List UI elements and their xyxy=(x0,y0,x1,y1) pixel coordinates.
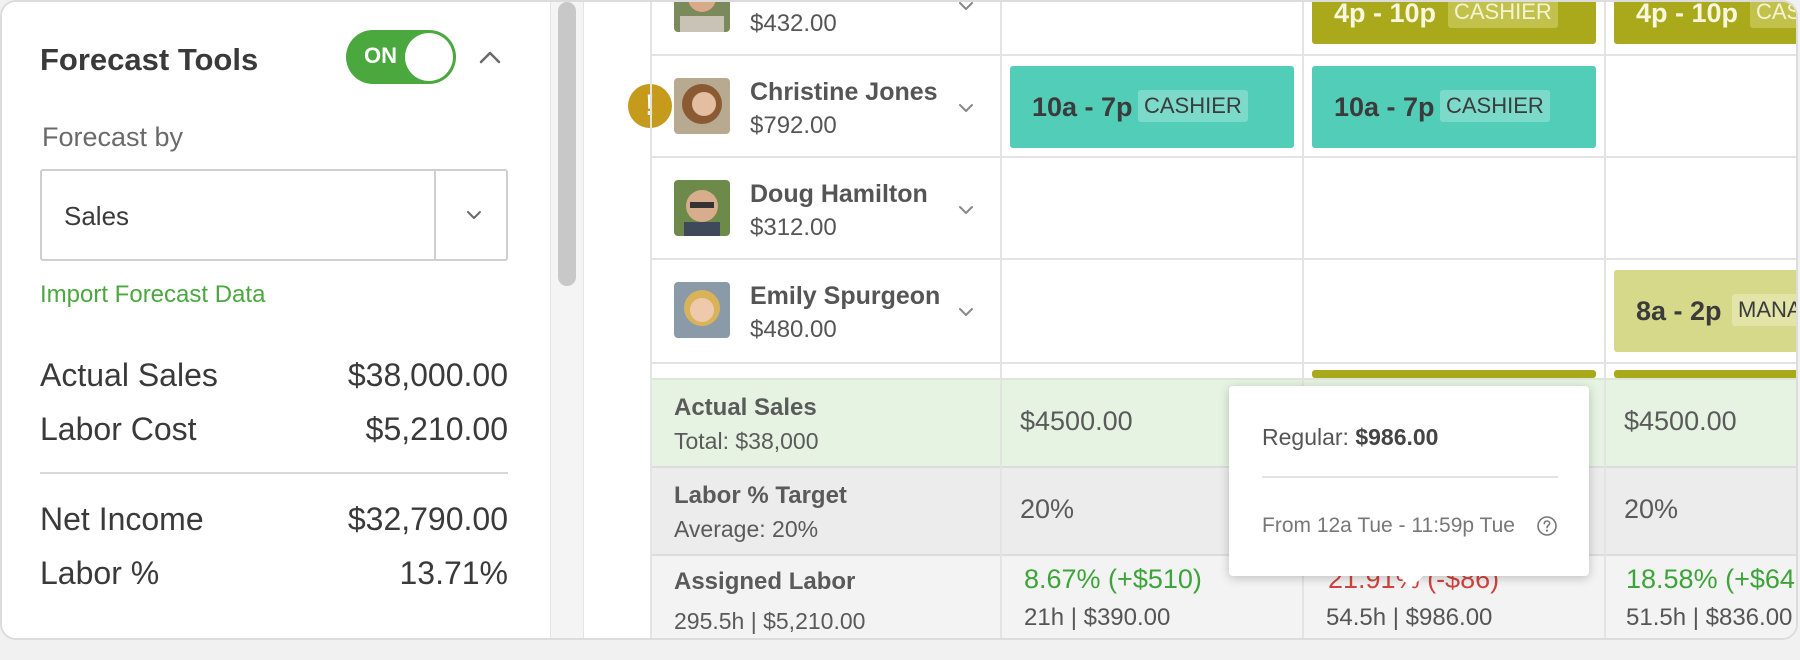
stat-label: Labor % xyxy=(40,555,160,591)
shift-time: 10a - 7p xyxy=(1032,92,1133,122)
sales-value[interactable]: $4500.00 xyxy=(1020,406,1133,436)
labor-target-label: Labor % Target xyxy=(674,482,847,509)
schedule-grid: $432.00 4p - 10p CASHIER 4p - 10p CAS ! … xyxy=(584,2,1796,638)
shift-time: 4p - 10p xyxy=(1334,2,1437,28)
assigned-labor-hours: 21h | $390.00 xyxy=(1024,604,1171,631)
grid-line xyxy=(652,156,1796,158)
shift-role: CASHIER xyxy=(1440,90,1550,122)
grid-line xyxy=(1000,378,1002,638)
help-icon[interactable] xyxy=(1536,515,1558,537)
tooltip-regular-label: Regular: xyxy=(1262,424,1349,450)
tooltip-range: From 12a Tue - 11:59p Tue xyxy=(1262,514,1515,537)
stat-label: Actual Sales xyxy=(40,357,218,393)
stat-value: $32,790.00 xyxy=(347,501,508,537)
shift-block[interactable]: 8a - 2p MANA xyxy=(1614,270,1796,352)
shift-role: CASHIER xyxy=(1448,2,1558,28)
shift-role: MANA xyxy=(1732,294,1796,326)
tooltip-regular-value: $986.00 xyxy=(1355,424,1439,450)
employee-pay: $312.00 xyxy=(750,214,837,241)
assigned-labor-hours: 54.5h | $986.00 xyxy=(1326,604,1493,631)
stats-divider xyxy=(40,472,508,474)
avatar[interactable] xyxy=(674,180,730,236)
employee-pay: $792.00 xyxy=(750,112,837,139)
chevron-down-icon[interactable] xyxy=(954,2,978,18)
employee-name[interactable]: Christine Jones xyxy=(750,78,938,106)
shift-time: 8a - 2p xyxy=(1636,296,1722,326)
select-divider xyxy=(434,171,436,259)
grid-line xyxy=(1302,2,1304,638)
chevron-down-icon[interactable] xyxy=(954,96,978,120)
actual-sales-label: Actual Sales xyxy=(674,394,817,421)
tooltip-divider xyxy=(1262,476,1558,478)
assigned-labor-label: Assigned Labor xyxy=(674,568,856,595)
shift-time: 10a - 7p xyxy=(1334,92,1435,122)
shift-block[interactable] xyxy=(1614,370,1796,378)
forecast-by-label: Forecast by xyxy=(42,122,184,152)
forecast-by-value: Sales xyxy=(64,201,130,231)
grid-line xyxy=(1000,2,1002,638)
avatar[interactable] xyxy=(674,78,730,134)
employee-pay: $432.00 xyxy=(750,10,837,37)
employee-pay: $480.00 xyxy=(750,316,837,343)
shift-role: CASHIER xyxy=(1138,90,1248,122)
assigned-labor-hours: 51.5h | $836.00 xyxy=(1626,604,1793,631)
shift-block[interactable]: 4p - 10p CASHIER xyxy=(1312,2,1596,44)
avatar[interactable] xyxy=(674,282,730,338)
chevron-down-icon[interactable] xyxy=(954,198,978,222)
scrollbar-thumb[interactable] xyxy=(558,2,576,286)
stat-value: $5,210.00 xyxy=(365,411,508,447)
toggle-label: ON xyxy=(364,43,397,68)
forecast-tools-title: Forecast Tools xyxy=(40,42,259,77)
scheduler-window: Forecast Tools ON Forecast by Sales Impo… xyxy=(0,0,1798,640)
stat-value: $38,000.00 xyxy=(347,357,508,393)
stat-label: Labor Cost xyxy=(40,411,197,447)
grid-line xyxy=(650,2,652,638)
forecast-tools-panel: Forecast Tools ON Forecast by Sales Impo… xyxy=(2,2,550,638)
tooltip-regular: Regular: $986.00 xyxy=(1262,424,1438,451)
sales-value[interactable]: $4500.00 xyxy=(1624,406,1737,436)
assigned-labor-percent: 18.58% (+$64 xyxy=(1626,564,1795,594)
labor-tooltip: Regular: $986.00 From 12a Tue - 11:59p T… xyxy=(1229,386,1589,588)
chevron-down-icon[interactable] xyxy=(460,201,488,229)
shift-block[interactable]: 10a - 7p CASHIER xyxy=(1312,66,1596,148)
stat-labor-percent: Labor % 13.71% xyxy=(40,555,508,595)
grid-line xyxy=(652,54,1796,56)
labor-target-value[interactable]: 20% xyxy=(1020,494,1075,524)
shift-block[interactable]: 4p - 10p CAS xyxy=(1614,2,1796,44)
stat-labor-cost: Labor Cost $5,210.00 xyxy=(40,411,508,451)
panel-scrollbar[interactable] xyxy=(550,2,584,638)
shift-time: 4p - 10p xyxy=(1636,2,1739,28)
shift-block[interactable]: 10a - 7p CASHIER xyxy=(1010,66,1294,148)
labor-target-value[interactable]: 20% xyxy=(1624,494,1679,524)
shift-role: CAS xyxy=(1750,2,1796,28)
grid-line xyxy=(1604,378,1606,638)
import-forecast-link[interactable]: Import Forecast Data xyxy=(40,281,266,308)
chevron-up-icon[interactable] xyxy=(476,44,504,72)
stat-value: 13.71% xyxy=(399,555,508,591)
forecast-toggle[interactable]: ON xyxy=(346,30,456,84)
employee-name[interactable]: Emily Spurgeon xyxy=(750,282,941,310)
grid-line xyxy=(652,258,1796,260)
assigned-labor-total: 295.5h | $5,210.00 xyxy=(674,608,866,634)
grid-line xyxy=(1604,2,1606,638)
stat-actual-sales: Actual Sales $38,000.00 xyxy=(40,357,508,397)
shift-block[interactable] xyxy=(1312,370,1596,378)
actual-sales-total: Total: $38,000 xyxy=(674,428,819,454)
grid-line xyxy=(652,362,1796,364)
forecast-by-select[interactable]: Sales xyxy=(40,169,508,261)
toggle-knob xyxy=(405,33,453,81)
assigned-labor-percent: 8.67% (+$510) xyxy=(1024,564,1202,594)
stat-net-income: Net Income $32,790.00 xyxy=(40,501,508,541)
labor-target-average: Average: 20% xyxy=(674,516,819,542)
avatar[interactable] xyxy=(674,2,730,32)
employee-name[interactable]: Doug Hamilton xyxy=(750,180,928,208)
stat-label: Net Income xyxy=(40,501,204,537)
chevron-down-icon[interactable] xyxy=(954,300,978,324)
